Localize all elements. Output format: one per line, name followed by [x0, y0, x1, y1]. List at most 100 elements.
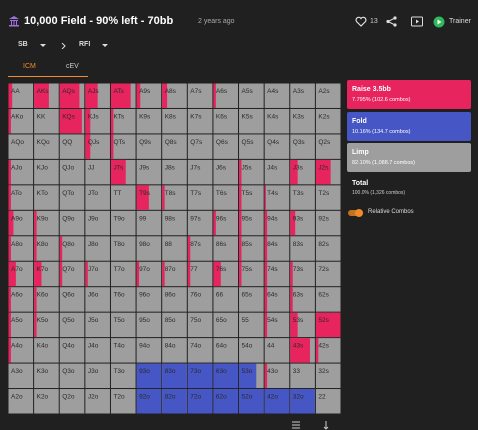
- hand-label: K6o: [37, 292, 49, 299]
- legend-detail: 10.16% (134.7 combos): [352, 128, 411, 135]
- toggle-switch[interactable]: [348, 208, 364, 218]
- raise-fraction: [315, 159, 331, 185]
- hand-label: K7s: [190, 113, 202, 120]
- hand-cell: [213, 338, 239, 363]
- hand-label: 88: [165, 241, 173, 248]
- hand-label: J3s: [293, 164, 304, 171]
- position-dropdown[interactable]: SB: [18, 41, 28, 48]
- raise-fraction: [110, 108, 114, 134]
- hand-cell: [264, 261, 290, 287]
- legend-detail: 82.10% (1,088.7 combos): [352, 160, 415, 166]
- hand-label: 94o: [139, 343, 150, 350]
- hand-cell: [85, 185, 110, 210]
- hand-cell: [264, 185, 290, 210]
- hand-label: A3o: [11, 368, 23, 375]
- legend-box[interactable]: Raise 3.5bb 7.795% (102.6 combos): [347, 80, 471, 109]
- hand-label: Q3s: [293, 139, 306, 146]
- hand-cell: [290, 83, 315, 108]
- hand-cell: [162, 108, 187, 134]
- raise-fraction: [110, 83, 131, 108]
- raise-fraction: [85, 261, 88, 287]
- hand-cell: [315, 83, 341, 108]
- fold-fraction: [290, 389, 315, 414]
- hand-label: A4s: [267, 88, 279, 95]
- tab-underline: [8, 76, 88, 77]
- raise-fraction: [34, 210, 37, 236]
- trainer-icon[interactable]: [433, 16, 445, 28]
- bottom-icons[interactable]: [292, 420, 342, 430]
- hand-cell: [110, 210, 136, 236]
- hand-cell: [264, 210, 290, 236]
- hand-cell: [290, 185, 315, 210]
- hand-cell: [110, 363, 136, 389]
- tab-cev[interactable]: cEV: [66, 63, 79, 70]
- hand-label: QJo: [62, 164, 74, 171]
- hand-label: 55: [242, 317, 250, 324]
- hand-label: Q9s: [139, 139, 152, 146]
- share-button[interactable]: [386, 16, 397, 27]
- hand-label: 74o: [190, 343, 201, 350]
- raise-fraction: [264, 236, 268, 261]
- hand-cell: [59, 210, 85, 236]
- hand-cell: [187, 83, 213, 108]
- tab-icm[interactable]: ICM: [23, 63, 36, 70]
- hand-label: J6s: [216, 164, 227, 171]
- hand-label: 98o: [139, 241, 150, 248]
- total-detail: 100.0% (1,326 combos): [352, 190, 406, 196]
- hand-label: T8o: [113, 241, 125, 248]
- hand-label: 75s: [242, 266, 253, 273]
- hand-label: J4s: [267, 164, 278, 171]
- hand-cell: [187, 338, 213, 363]
- hand-label: K3s: [293, 113, 305, 120]
- hand-label: 63o: [216, 368, 227, 375]
- hand-label: Q2s: [318, 139, 331, 146]
- hand-cell: [187, 210, 213, 236]
- hand-cell: [8, 159, 34, 185]
- hand-cell: [136, 134, 162, 159]
- raise-fraction: [239, 261, 242, 287]
- like-button[interactable]: [355, 16, 367, 27]
- hand-label: 53o: [242, 368, 253, 375]
- fold-fraction: [162, 389, 187, 414]
- hand-cell: [8, 236, 34, 261]
- hand-label: Q3o: [62, 368, 75, 375]
- hand-cell: [315, 210, 341, 236]
- title: 10,000 Field - 90% left - 70bb: [24, 15, 174, 27]
- raise-fraction: [136, 261, 140, 287]
- hand-label: QTo: [62, 190, 74, 197]
- hand-cell: [110, 185, 136, 210]
- hand-label: K7o: [37, 266, 49, 273]
- hand-cell: [162, 185, 187, 210]
- raise-fraction: [213, 261, 221, 287]
- hand-cell: [59, 236, 85, 261]
- hand-cell: [85, 236, 110, 261]
- hand-cell: [34, 389, 59, 414]
- screen-button[interactable]: [411, 16, 423, 27]
- fold-fraction: [187, 363, 213, 389]
- hand-label: 83o: [165, 368, 176, 375]
- hand-cell: [110, 236, 136, 261]
- hand-label: KQo: [37, 139, 50, 146]
- hand-label: Q6s: [216, 139, 229, 146]
- fold-fraction: [264, 389, 290, 414]
- hand-label: 85o: [165, 317, 176, 324]
- toggle-label: Relative Combos: [368, 209, 414, 215]
- like-count: 13: [370, 18, 378, 25]
- hand-cell: [213, 287, 239, 312]
- hand-label: 32s: [318, 368, 329, 375]
- hand-label: 93s: [293, 215, 304, 222]
- hand-cell: [290, 236, 315, 261]
- hand-cell: [85, 312, 110, 338]
- action-dropdown[interactable]: RFI: [79, 41, 91, 48]
- hand-cell: [264, 159, 290, 185]
- raise-fraction: [110, 159, 126, 185]
- hand-label: J9s: [139, 164, 150, 171]
- legend-box[interactable]: Limp 82.10% (1,088.7 combos): [347, 143, 471, 172]
- hand-cell: [110, 338, 136, 363]
- hand-label: T3s: [293, 190, 305, 197]
- hand-label: QTs: [113, 139, 125, 146]
- hand-label: 94s: [267, 215, 278, 222]
- legend-box[interactable]: Fold 10.16% (134.7 combos): [347, 111, 471, 141]
- hand-cell: [8, 185, 34, 210]
- trainer-label[interactable]: Trainer: [449, 18, 471, 25]
